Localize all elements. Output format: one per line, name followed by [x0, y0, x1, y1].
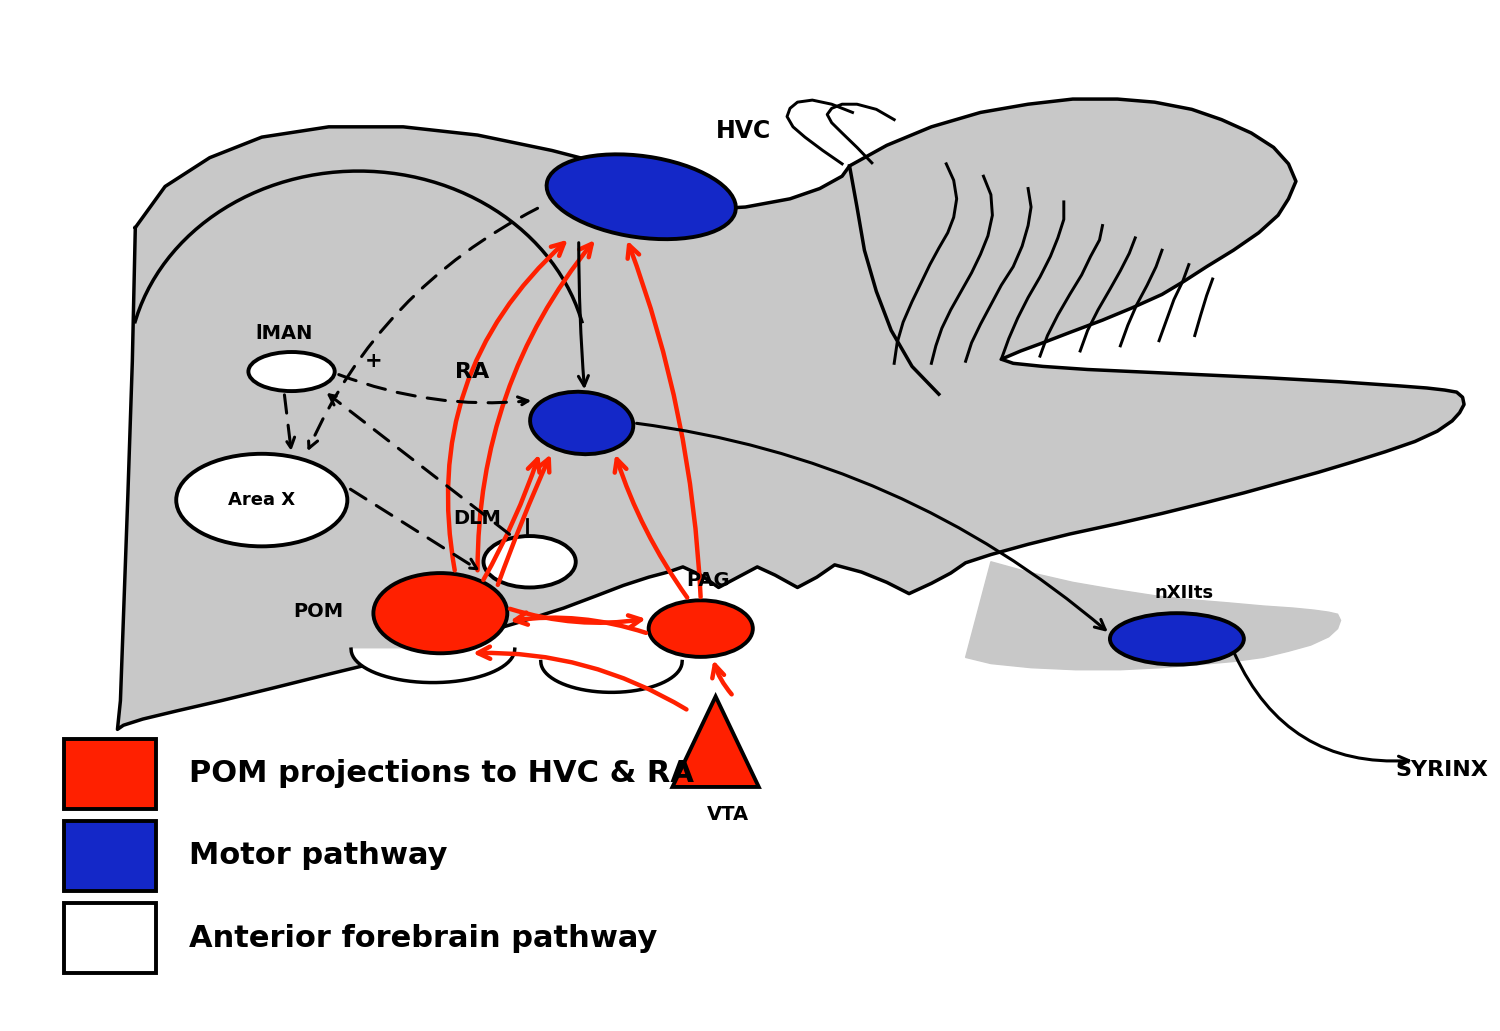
Text: POM projections to HVC & RA: POM projections to HVC & RA — [189, 759, 694, 788]
Ellipse shape — [648, 600, 753, 657]
Text: lMAN: lMAN — [255, 324, 314, 342]
FancyBboxPatch shape — [64, 821, 156, 891]
Text: DLM: DLM — [453, 509, 501, 528]
Text: +: + — [364, 352, 382, 371]
Text: nXIIts: nXIIts — [1155, 584, 1214, 602]
FancyBboxPatch shape — [64, 738, 156, 808]
Polygon shape — [672, 697, 759, 787]
Polygon shape — [117, 99, 1464, 729]
Text: RA: RA — [454, 362, 489, 381]
Ellipse shape — [249, 352, 334, 391]
Text: POM: POM — [294, 602, 344, 621]
Text: VTA: VTA — [706, 805, 748, 825]
Ellipse shape — [483, 536, 576, 588]
Polygon shape — [351, 650, 514, 683]
Text: Anterior forebrain pathway: Anterior forebrain pathway — [189, 924, 657, 953]
Ellipse shape — [176, 454, 348, 546]
Text: Area X: Area X — [228, 491, 296, 509]
Ellipse shape — [530, 392, 633, 455]
Text: Motor pathway: Motor pathway — [189, 841, 447, 870]
Text: PAG: PAG — [687, 570, 730, 590]
Text: HVC: HVC — [716, 120, 771, 143]
FancyBboxPatch shape — [64, 903, 156, 973]
Ellipse shape — [546, 155, 736, 239]
Polygon shape — [966, 562, 1341, 670]
Polygon shape — [542, 662, 682, 693]
Text: SYRINX: SYRINX — [1395, 761, 1488, 780]
Ellipse shape — [374, 573, 507, 654]
Ellipse shape — [1110, 613, 1244, 665]
